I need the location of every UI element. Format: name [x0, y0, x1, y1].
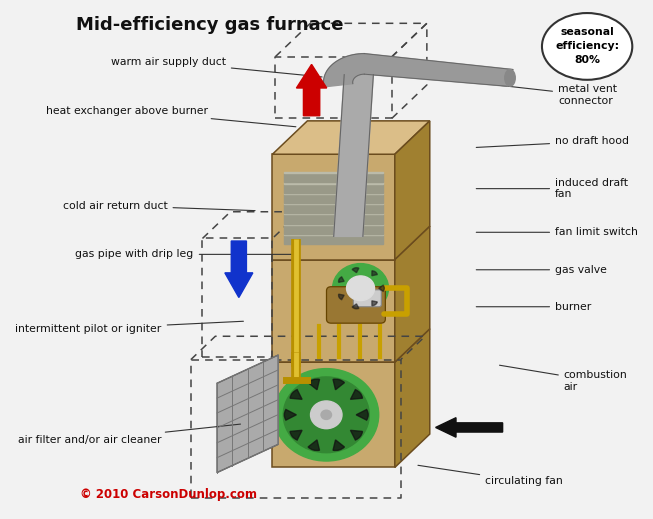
Text: no draft hood: no draft hood: [476, 136, 629, 147]
Polygon shape: [364, 53, 513, 86]
Polygon shape: [284, 194, 383, 203]
Wedge shape: [338, 277, 344, 282]
Wedge shape: [379, 285, 385, 291]
Polygon shape: [334, 75, 374, 236]
Text: © 2010 CarsonDunlop.com: © 2010 CarsonDunlop.com: [80, 488, 257, 501]
Text: metal vent
connector: metal vent connector: [476, 83, 617, 106]
Polygon shape: [284, 203, 383, 204]
Wedge shape: [338, 294, 344, 299]
Circle shape: [347, 276, 375, 301]
Polygon shape: [272, 154, 395, 260]
Circle shape: [274, 368, 379, 461]
Circle shape: [311, 401, 342, 429]
Circle shape: [332, 264, 389, 313]
Text: combustion
air: combustion air: [500, 365, 628, 392]
Polygon shape: [395, 226, 430, 362]
Wedge shape: [308, 440, 319, 450]
Text: air filter and/or air cleaner: air filter and/or air cleaner: [18, 424, 240, 445]
Polygon shape: [284, 172, 383, 173]
Circle shape: [321, 410, 332, 419]
Circle shape: [283, 377, 370, 453]
Wedge shape: [284, 409, 296, 420]
Polygon shape: [272, 329, 430, 362]
Wedge shape: [356, 409, 368, 420]
Polygon shape: [284, 213, 383, 214]
Wedge shape: [333, 379, 345, 390]
Wedge shape: [372, 271, 377, 276]
Text: induced draft
fan: induced draft fan: [476, 178, 628, 199]
Polygon shape: [395, 121, 430, 260]
Text: gas pipe with drip leg: gas pipe with drip leg: [76, 249, 296, 260]
Polygon shape: [284, 183, 383, 184]
Wedge shape: [351, 390, 362, 399]
Polygon shape: [217, 355, 278, 473]
FancyArrow shape: [436, 418, 503, 437]
Text: gas valve: gas valve: [476, 265, 607, 275]
Text: circulating fan: circulating fan: [418, 466, 563, 486]
FancyArrow shape: [296, 64, 326, 116]
Text: seasonal
efficiency:
80%: seasonal efficiency: 80%: [555, 28, 619, 65]
Polygon shape: [272, 121, 430, 154]
Polygon shape: [323, 53, 364, 87]
Polygon shape: [284, 224, 383, 225]
Polygon shape: [272, 260, 395, 362]
FancyBboxPatch shape: [326, 286, 385, 323]
FancyArrow shape: [225, 241, 253, 297]
Polygon shape: [272, 362, 395, 468]
Wedge shape: [290, 390, 302, 399]
Wedge shape: [352, 304, 359, 309]
Wedge shape: [352, 268, 359, 272]
Wedge shape: [351, 430, 362, 440]
Polygon shape: [284, 204, 383, 213]
Polygon shape: [284, 234, 383, 235]
Text: heat exchanger above burner: heat exchanger above burner: [46, 105, 296, 127]
Wedge shape: [308, 379, 319, 390]
Ellipse shape: [542, 13, 632, 80]
Polygon shape: [272, 226, 430, 260]
Text: warm air supply duct: warm air supply duct: [111, 57, 322, 77]
Polygon shape: [284, 184, 383, 193]
Wedge shape: [290, 430, 302, 440]
Text: intermittent pilot or igniter: intermittent pilot or igniter: [16, 321, 244, 334]
Polygon shape: [395, 329, 430, 468]
Text: fan limit switch: fan limit switch: [476, 227, 638, 237]
FancyBboxPatch shape: [353, 290, 381, 307]
Text: Mid-efficiency gas furnace: Mid-efficiency gas furnace: [76, 16, 343, 34]
Polygon shape: [284, 173, 383, 183]
Polygon shape: [284, 214, 383, 224]
Wedge shape: [333, 440, 345, 450]
Text: burner: burner: [476, 302, 592, 312]
Polygon shape: [284, 193, 383, 194]
Wedge shape: [372, 301, 377, 306]
Polygon shape: [284, 235, 383, 244]
Text: cold air return duct: cold air return duct: [63, 200, 255, 211]
Ellipse shape: [505, 70, 515, 86]
Polygon shape: [284, 225, 383, 234]
